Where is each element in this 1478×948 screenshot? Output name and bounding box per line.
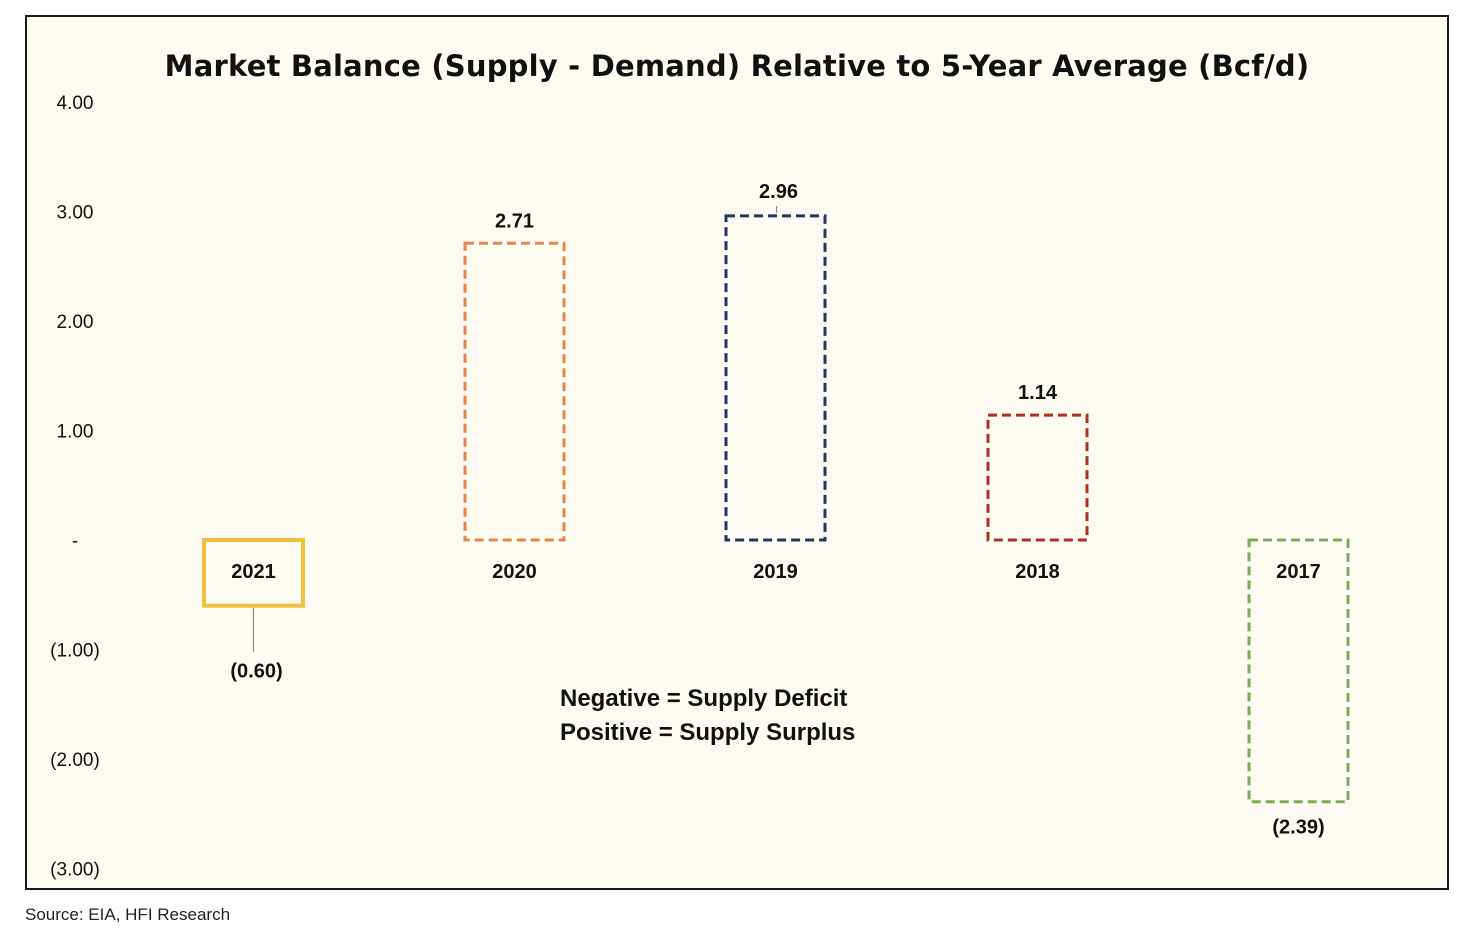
category-label: 2019: [753, 561, 798, 583]
bar-2019: [724, 214, 827, 542]
data-label: (2.39): [1272, 817, 1324, 839]
source-note: Source: EIA, HFI Research: [25, 905, 231, 924]
annotation-line: Positive = Supply Surplus: [560, 719, 855, 746]
y-tick-label: (3.00): [50, 860, 100, 881]
y-tick-label: (2.00): [50, 750, 100, 771]
y-tick-label: -: [72, 531, 78, 552]
y-tick-label: 3.00: [57, 203, 94, 224]
chart-frame: 4.00 3.00 2.00 1.00 - (1.00) (2.00) (3.00) 2021…: [25, 15, 1449, 890]
category-label: 2018: [1015, 561, 1060, 583]
chart-plot: 4.00 3.00 2.00 1.00 - (1.00) (2.00) (3.00) 2021…: [50, 93, 1350, 881]
bars-group: [202, 214, 1350, 804]
annotation: Negative = Supply Deficit Positive = Supp…: [560, 685, 855, 746]
data-label: 2.96: [759, 181, 798, 203]
chart-title: Market Balance (Supply - Demand) Relativ…: [164, 49, 1310, 83]
bar-2020: [463, 241, 566, 542]
category-label: 2020: [492, 561, 537, 583]
y-axis: 4.00 3.00 2.00 1.00 - (1.00) (2.00) (3.00): [50, 93, 100, 881]
y-tick-label: 4.00: [57, 93, 94, 114]
bar-2018: [986, 413, 1089, 542]
y-tick-label: 1.00: [57, 422, 94, 443]
bar-2017: [1247, 538, 1350, 804]
data-label: 1.14: [1018, 382, 1058, 404]
y-tick-label: 2.00: [57, 312, 94, 333]
annotation-line: Negative = Supply Deficit: [560, 685, 847, 712]
y-tick-label: (1.00): [50, 641, 100, 662]
data-label: (0.60): [230, 661, 282, 683]
category-label: 2021: [231, 561, 276, 583]
bar-2021: [202, 538, 305, 608]
category-label: 2017: [1276, 561, 1321, 583]
data-label: 2.71: [495, 210, 534, 232]
labels-group: 2021 (0.60) 2020 2.71 2019 2.96 2018 1.14 2017 (2…: [230, 181, 1324, 839]
